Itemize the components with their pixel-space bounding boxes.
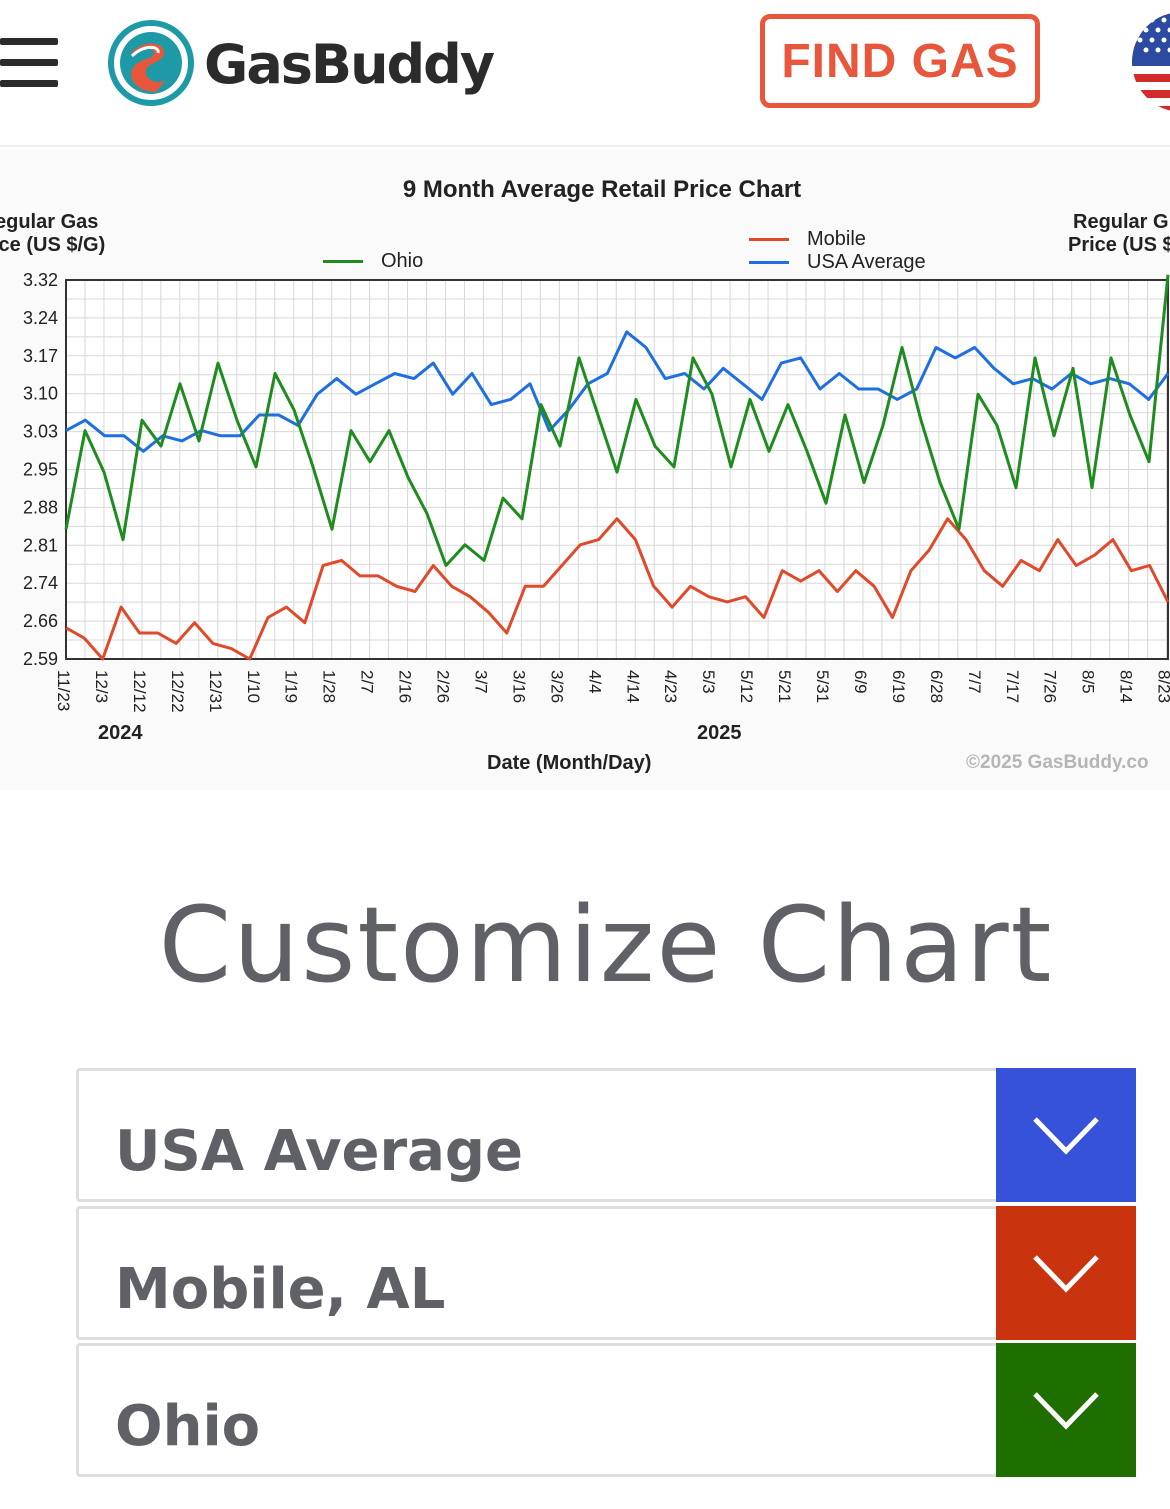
x-tick-label: 4/4: [585, 670, 604, 694]
x-tick-label: 5/12: [737, 670, 756, 703]
x-tick-label: 4/14: [623, 670, 642, 703]
chart-copyright: ©2025 GasBuddy.co: [966, 752, 1149, 773]
legend-item-ohio: Ohio: [323, 250, 423, 273]
series-selector-mobile-al[interactable]: Mobile, AL: [76, 1206, 1136, 1340]
x-tick-label: 2/16: [396, 670, 415, 703]
x-tick-label: 3/26: [547, 670, 566, 703]
x-tick-label: 7/26: [1041, 670, 1060, 703]
y-tick-label: 2.88: [23, 497, 58, 517]
legend-item-usa-average: USA Average: [749, 251, 926, 274]
series-selector-ohio[interactable]: Ohio: [76, 1343, 1136, 1477]
gasbuddy-logo-icon[interactable]: [108, 20, 194, 106]
year-label-2025: 2025: [697, 722, 742, 744]
x-tick-label: 6/19: [889, 670, 908, 703]
customize-chart-heading: Customize Chart: [158, 884, 1054, 1006]
x-tick-label: 7/17: [1003, 670, 1022, 703]
x-axis-title: Date (Month/Day): [487, 752, 652, 774]
series-selector-usa-average[interactable]: USA Average: [76, 1068, 1136, 1202]
x-tick-label: 5/31: [813, 670, 832, 703]
dropdown-toggle-button[interactable]: [996, 1343, 1136, 1477]
y-axis-label-right: Regular G Price (US $: [1068, 211, 1170, 257]
x-tick-label: 1/19: [282, 670, 301, 703]
x-tick-label: 3/7: [471, 670, 490, 694]
chart-title: 9 Month Average Retail Price Chart: [402, 176, 802, 203]
selector-label: Mobile, AL: [115, 1257, 446, 1322]
us-flag-icon[interactable]: [1130, 10, 1170, 114]
hamburger-menu-icon[interactable]: [0, 38, 58, 88]
y-tick-label: 3.32: [23, 270, 58, 290]
x-tick-label: 5/21: [775, 670, 794, 703]
y-tick-label: 3.10: [23, 384, 58, 404]
y-tick-label: 2.95: [23, 460, 58, 480]
x-tick-label: 7/7: [965, 670, 984, 694]
y-axis-label-right-line1: Regular G: [1073, 211, 1169, 233]
x-tick-label: 2/7: [358, 670, 377, 694]
chevron-down-icon: [1033, 1117, 1099, 1155]
legend-label-mobile: Mobile: [807, 228, 866, 250]
dropdown-toggle-button[interactable]: [996, 1068, 1136, 1202]
x-tick-label: 4/23: [661, 670, 680, 703]
x-tick-label: 8/23: [1155, 670, 1170, 703]
y-axis-label-left-line2: ice (US $/G): [0, 234, 106, 256]
brand-name[interactable]: GasBuddy: [204, 33, 495, 96]
legend-item-mobile: Mobile: [749, 228, 866, 251]
selector-label: USA Average: [115, 1119, 523, 1184]
dropdown-toggle-button[interactable]: [996, 1206, 1136, 1340]
x-tick-label: 1/28: [320, 670, 339, 703]
y-axis-label-left-line1: egular Gas: [0, 211, 99, 233]
y-tick-label: 3.17: [23, 346, 58, 366]
legend-swatch-mobile: [749, 238, 789, 242]
legend-swatch-usa-average: [749, 261, 789, 265]
x-tick-label: 12/22: [168, 670, 187, 713]
x-tick-label: 12/31: [206, 670, 225, 713]
price-chart: 3.32 3.24 3.17 3.10 3.03 2.95 2.88 2.81 2.74 2.66…: [23, 270, 1170, 713]
y-tick-label: 3.03: [23, 422, 58, 442]
plot-frame: [65, 279, 1169, 660]
find-gas-button[interactable]: FIND GAS: [760, 14, 1040, 108]
y-axis-label-left: egular Gas ice (US $/G): [0, 211, 105, 257]
y-tick-label: 2.66: [23, 611, 58, 631]
year-label-2024: 2024: [98, 722, 143, 744]
series-line-mobile: [65, 517, 1170, 661]
legend-label-ohio: Ohio: [381, 250, 424, 272]
selector-label: Ohio: [115, 1394, 261, 1459]
y-tick-label: 3.24: [23, 308, 58, 328]
x-tick-label: 12/12: [130, 670, 149, 713]
series-line-ohio: [64, 274, 1170, 567]
x-tick-label: 3/16: [509, 670, 528, 703]
legend-label-usa-average: USA Average: [807, 251, 926, 273]
x-tick-label: 8/14: [1117, 670, 1136, 703]
x-tick-label: 12/3: [92, 670, 111, 703]
y-tick-label: 2.74: [23, 573, 58, 593]
x-tick-label: 6/28: [927, 670, 946, 703]
y-tick-label: 2.59: [23, 649, 58, 669]
x-tick-label: 11/23: [54, 670, 73, 711]
series-line-usa-average: [65, 330, 1170, 453]
y-axis-label-right-line2: Price (US $: [1068, 234, 1170, 256]
chevron-down-icon: [1033, 1255, 1099, 1293]
x-tick-label: 2/26: [434, 670, 453, 703]
site-header: GasBuddy FIND GAS: [0, 0, 1170, 147]
chevron-down-icon: [1033, 1392, 1099, 1430]
x-tick-label: 8/5: [1079, 670, 1098, 694]
x-tick-label: 5/3: [699, 670, 718, 694]
y-tick-label: 2.81: [23, 535, 58, 555]
x-tick-label: 6/9: [851, 670, 870, 694]
legend-swatch-ohio: [323, 260, 363, 264]
x-tick-label: 1/10: [244, 670, 263, 703]
